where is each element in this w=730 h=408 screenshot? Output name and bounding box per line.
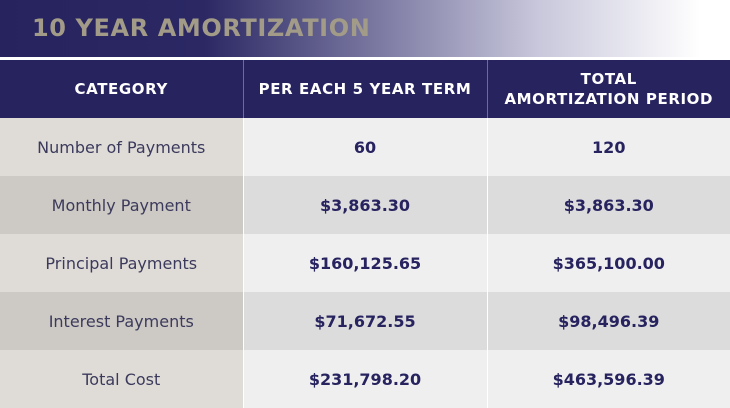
table-row: Number of Payments 60 120 bbox=[0, 118, 730, 176]
row-term-value: $71,672.55 bbox=[242, 292, 487, 350]
table-row: Interest Payments $71,672.55 $98,496.39 bbox=[0, 292, 730, 350]
column-header-category: CATEGORY bbox=[0, 60, 243, 118]
row-total-value: $3,863.30 bbox=[486, 176, 730, 234]
column-header-total-line1: TOTAL bbox=[580, 70, 637, 88]
table-body: Number of Payments 60 120 Monthly Paymen… bbox=[0, 118, 730, 408]
table-header-row: CATEGORY PER EACH 5 YEAR TERM TOTAL AMOR… bbox=[0, 60, 730, 118]
row-total-value: 120 bbox=[486, 118, 730, 176]
row-category: Total Cost bbox=[0, 350, 243, 408]
row-total-value: $98,496.39 bbox=[486, 292, 730, 350]
title-divider bbox=[0, 57, 730, 60]
column-header-term: PER EACH 5 YEAR TERM bbox=[242, 60, 487, 118]
row-term-value: 60 bbox=[242, 118, 487, 176]
table-header: CATEGORY PER EACH 5 YEAR TERM TOTAL AMOR… bbox=[0, 60, 730, 118]
table-row: Principal Payments $160,125.65 $365,100.… bbox=[0, 234, 730, 292]
row-category: Interest Payments bbox=[0, 292, 243, 350]
row-term-value: $3,863.30 bbox=[242, 176, 487, 234]
title-bar: 10 YEAR AMORTIZATION bbox=[0, 0, 730, 57]
row-category: Principal Payments bbox=[0, 234, 243, 292]
row-term-value: $231,798.20 bbox=[242, 350, 487, 408]
table-row: Monthly Payment $3,863.30 $3,863.30 bbox=[0, 176, 730, 234]
row-total-value: $463,596.39 bbox=[486, 350, 730, 408]
column-header-total: TOTAL AMORTIZATION PERIOD bbox=[486, 60, 730, 118]
row-category: Monthly Payment bbox=[0, 176, 243, 234]
page-title: 10 YEAR AMORTIZATION bbox=[32, 14, 371, 42]
table-row: Total Cost $231,798.20 $463,596.39 bbox=[0, 350, 730, 408]
row-total-value: $365,100.00 bbox=[486, 234, 730, 292]
row-term-value: $160,125.65 bbox=[242, 234, 487, 292]
row-category: Number of Payments bbox=[0, 118, 243, 176]
amortization-table: CATEGORY PER EACH 5 YEAR TERM TOTAL AMOR… bbox=[0, 60, 730, 408]
column-header-total-line2: AMORTIZATION PERIOD bbox=[504, 90, 714, 108]
